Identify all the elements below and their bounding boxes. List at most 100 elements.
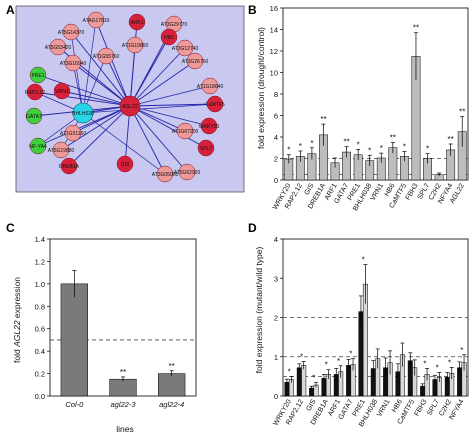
significance-label: * [349, 350, 352, 359]
network-node-label: HB6 [164, 35, 174, 41]
y-tick-label: 0.8 [35, 302, 45, 311]
network-edge [129, 105, 210, 127]
y-tick-label: 6 [274, 112, 278, 121]
network-node [64, 124, 82, 142]
network-node [87, 11, 105, 29]
network-node-label: PRE1 [31, 73, 44, 79]
y-tick-label: 1.0 [35, 280, 45, 289]
network-node-label: AT5G19880 [48, 148, 75, 154]
y-tick-label: 0.0 [35, 392, 45, 401]
panel-letter-c: C [6, 221, 15, 235]
network-node-label: AT3G29770 [161, 22, 188, 28]
significance-label: * [357, 140, 360, 149]
network-node-label: AT3G05000 [152, 172, 179, 178]
network-node-label: GIS [121, 162, 130, 168]
y-tick-label: 0 [274, 176, 278, 185]
network-panel: ATAG17810 ARF1 AT3G29770 AT5G14370 HB6 AT5G53… [15, 5, 245, 193]
network-edge [72, 62, 131, 107]
y-tick-label: 14 [270, 26, 278, 35]
y-tick-label: 1 [274, 353, 278, 362]
network-node [29, 66, 47, 84]
significance-label: ** [169, 362, 175, 371]
network-node-label: ATAG17810 [83, 18, 110, 24]
significance-label: * [436, 363, 439, 372]
y-tick-label: 2 [274, 155, 278, 164]
network-node-label: NF-YA4 [29, 144, 47, 150]
chart-c-ylabel-part3: expression [12, 277, 22, 321]
network-node-label: RAP2.12 [25, 90, 45, 96]
significance-label: * [312, 374, 315, 383]
network-edge [37, 74, 131, 107]
network-edge [82, 112, 166, 175]
significance-label: ** [413, 24, 419, 33]
network-node-label: WRKY20 [199, 124, 220, 130]
significance-label: ** [120, 368, 126, 377]
significance-label: * [448, 358, 451, 367]
network-node [49, 38, 67, 56]
significance-label: * [426, 145, 429, 154]
significance-label: * [403, 143, 406, 152]
panel-letter-d: D [248, 221, 257, 235]
network-nodes: ATAG17810 ARF1 AT3G29770 AT5G14370 HB6 AT5G53… [25, 11, 225, 183]
network-edge [82, 19, 97, 114]
panel-letter-b: B [248, 3, 257, 17]
y-tick-label: 16 [270, 4, 278, 13]
chart-d: fold expression (mutant/wild type) 0 1 2 3 4… [254, 235, 469, 428]
network-node [156, 165, 174, 183]
network-edge [34, 91, 131, 107]
network-node [29, 137, 47, 155]
network-node-label: SPL7 [200, 146, 212, 152]
network-node [176, 39, 194, 57]
network-node [25, 107, 43, 125]
significance-label: ** [343, 138, 349, 147]
y-tick-label: 4 [274, 235, 278, 244]
network-node [62, 23, 80, 41]
network-node-label: VRN1 [55, 89, 69, 95]
significance-label: * [380, 144, 383, 153]
chart-c-ylabel-gene: AGL22 [12, 320, 22, 348]
network-node-label: AT1G18640 [197, 84, 224, 90]
network-node-label: AT5G14370 [58, 30, 85, 36]
category-label: FBH3 [414, 398, 429, 417]
significance-label: * [288, 367, 291, 376]
network-node [160, 28, 178, 46]
chart-b: fold expression (drought/control) 0 2 4 6 8 1… [256, 4, 469, 212]
network-node [53, 82, 71, 100]
network-edge [37, 105, 131, 147]
significance-label: * [310, 139, 313, 148]
network-node-label: GATA7 [26, 114, 42, 120]
network-edge [82, 103, 216, 114]
significance-label: ** [448, 135, 454, 144]
network-node [197, 139, 215, 157]
y-tick-label: 10 [270, 69, 278, 78]
significance-label: * [325, 361, 328, 370]
network-node [26, 83, 44, 101]
network-node-label: DREB1A [59, 164, 80, 170]
chart-c-ylabel-part1: fold [12, 347, 22, 363]
bar [60, 283, 88, 397]
category-label: Col-0 [65, 400, 84, 409]
y-tick-label: 0.4 [35, 347, 45, 356]
network-node-label: AT3G12740 [172, 46, 199, 52]
network-node-label: AT1G55760 [93, 54, 120, 60]
significance-label: ** [320, 115, 326, 124]
network-node [64, 54, 82, 72]
network-node [176, 122, 194, 140]
significance-label: * [460, 346, 463, 355]
network-node [200, 117, 218, 135]
network-node [178, 163, 196, 181]
network-node [97, 47, 115, 65]
network-edge [129, 36, 170, 107]
network-edge [129, 47, 186, 107]
y-tick-label: 2 [274, 314, 278, 323]
network-node-label: AT1G67200 [172, 129, 199, 135]
network-node [60, 157, 78, 175]
bar [109, 378, 137, 397]
chart-c-xlabel: lines [116, 424, 133, 434]
significance-label: * [300, 352, 303, 361]
significance-label: * [423, 360, 426, 369]
significance-label: * [337, 357, 340, 366]
category-label: agl22-4 [159, 400, 184, 409]
category-label: agl22-3 [110, 400, 136, 409]
network-edge [60, 105, 131, 151]
